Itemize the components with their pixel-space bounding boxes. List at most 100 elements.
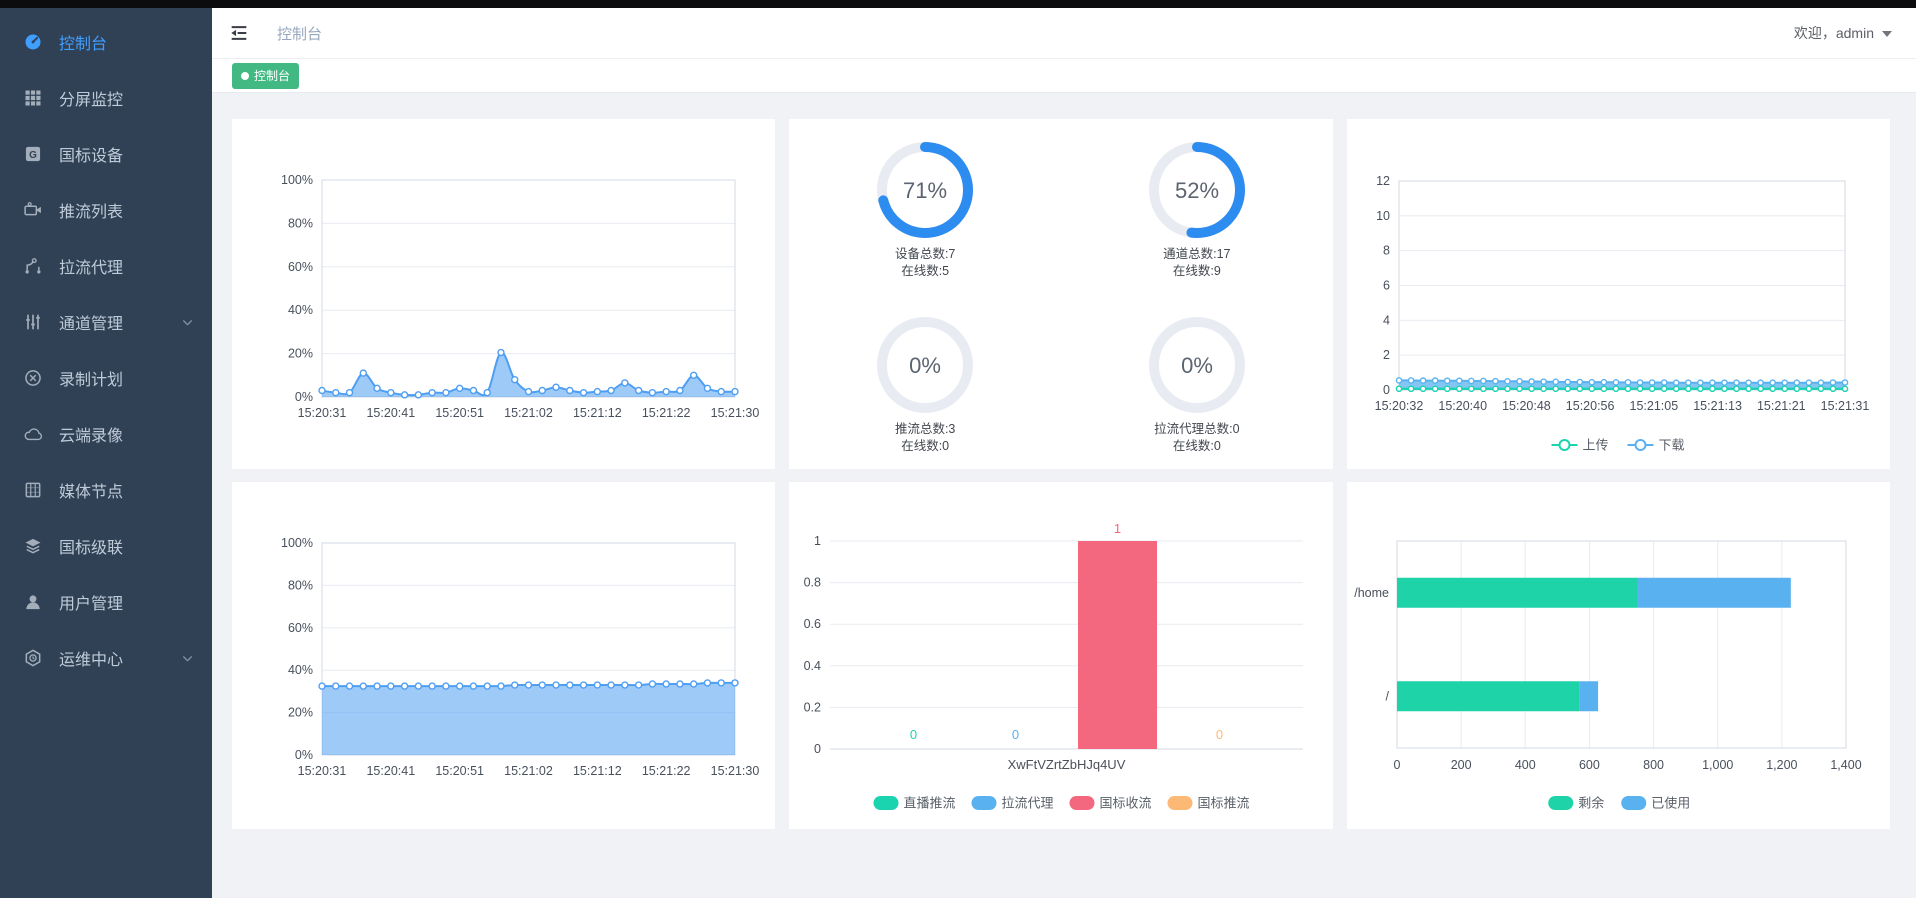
svg-text:15:21:22: 15:21:22 [642,406,691,420]
sidebar-item-label: 分屏监控 [59,92,124,109]
sidebar-item-record-plan[interactable]: 录制计划 [0,350,212,406]
svg-text:8: 8 [1383,244,1390,258]
stat-ring-caption: 推流总数:3 在线数:0 [894,422,956,453]
svg-text:15:21:12: 15:21:12 [573,764,622,778]
memory-usage-area-chart: 0% 20% 40% 60% 80% 100% 15:20:31 15:20:41 15:20:… [232,482,775,829]
sidebar-item-label: 运维中心 [59,652,124,669]
stat-ring-caption: 设备总数:7 在线数:5 [894,247,956,278]
svg-text:15:20:41: 15:20:41 [366,406,415,420]
ops-icon [22,647,44,669]
sidebar-item-label: 通道管理 [59,316,124,333]
svg-text:71%: 71% [903,178,947,203]
cloud-icon [22,423,44,445]
svg-text:15:20:40: 15:20:40 [1438,399,1487,413]
svg-text:10: 10 [1376,209,1390,223]
stream-count-bar-panel: 0 0.2 0.4 0.6 0.8 1 0 0 1 0 XwFtVZrtZbHJq4UV 直播推流 拉流… [789,482,1333,829]
window-bottom-strip [0,898,1916,917]
legend-item-下载[interactable]: 下载 [1627,438,1684,453]
svg-text:15:21:31: 15:21:31 [1820,399,1869,413]
svg-text:100%: 100% [281,173,313,187]
svg-text:0.8: 0.8 [804,576,821,590]
stat-ring-caption: 通道总数:17 在线数:9 [1163,247,1231,278]
sidebar-item-ops-center[interactable]: 运维中心 [0,630,212,686]
svg-text:40%: 40% [288,303,313,317]
svg-text:15:21:05: 15:21:05 [1629,399,1678,413]
sidebar-item-push-streams[interactable]: 推流列表 [0,182,212,238]
share-icon [22,255,44,277]
tag-console[interactable]: 控制台 [232,62,300,89]
svg-text:G: G [29,150,37,161]
upload-download-area-chart: 0 2 4 6 8 10 12 15:20:32 15:20:40 15:20:48 15:20:5… [1347,119,1890,469]
legend-item-拉流代理[interactable]: 拉流代理 [971,796,1054,811]
sidebar-item-users[interactable]: 用户管理 [0,574,212,630]
sidebar-item-pull-proxy[interactable]: 拉流代理 [0,238,212,294]
sidebar-item-cloud-record[interactable]: 云端录像 [0,406,212,462]
legend-item-上传[interactable]: 上传 [1551,438,1608,453]
svg-text:15:21:21: 15:21:21 [1757,399,1806,413]
svg-text:600: 600 [1579,758,1600,772]
svg-text:下载: 下载 [1658,438,1684,453]
media-node-icon [22,479,44,501]
chevron-down-icon [1882,31,1892,37]
sidebar-item-channels[interactable]: 通道管理 [0,294,212,350]
svg-text:60%: 60% [288,260,313,274]
svg-text:15:20:51: 15:20:51 [435,406,484,420]
svg-text:1: 1 [814,534,821,548]
dashboard-content: 0% 20% 40% 60% 80% 100% 15:20:31 15:20:41 15:20:… [212,93,1916,829]
svg-text:1,200: 1,200 [1766,758,1797,772]
stats-rings: 71% 设备总数:7 在线数:5 52% 通道总数:17 在线数:9 0% 推流总数:3 在线数… [789,119,1332,469]
svg-text:拉流代理: 拉流代理 [1002,796,1054,811]
sidebar-item-label: 录制计划 [59,372,124,389]
sidebar-item-gb-cascade[interactable]: 国标级联 [0,518,212,574]
sidebar-item-label: 国标级联 [59,540,124,557]
svg-text:0: 0 [814,742,821,756]
legend-item-直播推流[interactable]: 直播推流 [873,796,956,811]
svg-text:1,400: 1,400 [1830,758,1861,772]
legend-item-已使用[interactable]: 已使用 [1620,796,1690,811]
svg-text:2: 2 [1383,348,1390,362]
svg-text:国标收流: 国标收流 [1100,796,1152,811]
gb-device-icon: G [22,143,44,165]
sidebar-item-gb-devices[interactable]: G 国标设备 [0,126,212,182]
svg-text:15:21:12: 15:21:12 [573,406,622,420]
breadcrumb: 控制台 [277,25,323,43]
svg-text:200: 200 [1450,758,1471,772]
disk-usage-hbar-chart: 0 200 400 600 800 1,000 1,200 1,400/home / 剩余 已使用 [1347,482,1890,829]
svg-text:6: 6 [1383,279,1390,293]
svg-text:15:20:51: 15:20:51 [435,764,484,778]
sidebar-item-split-screen[interactable]: 分屏监控 [0,70,212,126]
legend-item-剩余[interactable]: 剩余 [1547,796,1604,811]
sidebar-item-console[interactable]: 控制台 [0,14,212,70]
svg-text:0%: 0% [295,748,313,762]
layers-icon [22,535,44,557]
svg-text:15:21:02: 15:21:02 [504,406,553,420]
svg-text:/: / [1385,689,1389,703]
svg-text:800: 800 [1643,758,1664,772]
sliders-icon [22,311,44,333]
svg-text:15:20:31: 15:20:31 [298,764,347,778]
dashboard-icon [22,31,44,53]
legend-item-国标推流[interactable]: 国标推流 [1167,796,1250,811]
user-menu[interactable]: 欢迎，admin [1794,23,1892,43]
svg-text:15:20:31: 15:20:31 [298,406,347,420]
stream-count-bar-chart: 0 0.2 0.4 0.6 0.8 1 0 0 1 0 XwFtVZrtZbHJq4UV 直播推流 拉流… [789,482,1332,829]
sidebar-item-label: 国标设备 [59,148,124,165]
chevron-down-icon [181,652,194,665]
sidebar-item-label: 媒体节点 [59,484,124,501]
sidebar-item-media-nodes[interactable]: 媒体节点 [0,462,212,518]
grid-icon [22,87,44,109]
cpu-usage-area-chart: 0% 20% 40% 60% 80% 100% 15:20:31 15:20:41 15:20:… [232,119,775,469]
svg-text:0: 0 [1012,727,1019,742]
sidebar: 控制台分屏监控 G 国标设备推流列表 拉流代理通道管理录制计划云端录像媒体节点国标级联… [0,8,212,898]
stat-ring-0: 71% 设备总数:7 在线数:5 [789,119,1061,294]
svg-text:/home: /home [1354,586,1389,600]
sidebar-collapse-icon[interactable] [227,22,251,44]
legend-item-国标收流[interactable]: 国标收流 [1069,796,1152,811]
svg-text:剩余: 剩余 [1578,796,1604,811]
welcome-text: 欢迎，admin [1793,25,1874,41]
svg-text:80%: 80% [288,578,313,592]
svg-text:15:20:32: 15:20:32 [1374,399,1423,413]
tag-active-dot-icon [241,71,249,80]
svg-text:上传: 上传 [1582,438,1608,453]
svg-text:15:21:22: 15:21:22 [642,764,691,778]
